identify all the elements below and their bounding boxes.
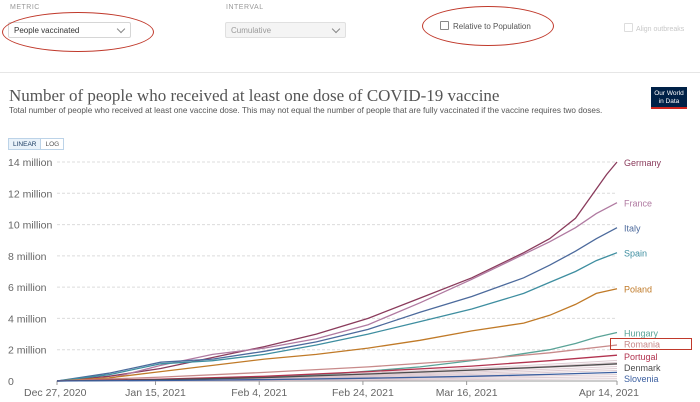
romania-annotation-box: [610, 338, 692, 350]
series-line-slovenia[interactable]: [56, 371, 618, 382]
legend-label-romania[interactable]: Romania: [624, 339, 660, 349]
x-tick-label: Jan 15, 2021: [125, 387, 186, 399]
divider: [0, 72, 700, 73]
y-tick-label: 8 million: [8, 251, 47, 263]
x-tick-label: Feb 24, 2021: [332, 387, 394, 399]
y-tick-label: 0: [8, 376, 14, 388]
x-tick-label: Mar 16, 2021: [436, 387, 498, 399]
interval-select-value: Cumulative: [231, 26, 272, 35]
relative-annotation-ellipse: [422, 6, 554, 46]
series-line-italy[interactable]: [56, 227, 618, 382]
logo-line-2: in Data: [658, 97, 680, 105]
legend-label-poland[interactable]: Poland: [624, 285, 652, 295]
checkbox-icon[interactable]: [624, 23, 633, 32]
log-scale-button[interactable]: LOG: [41, 138, 65, 150]
legend-label-italy[interactable]: Italy: [624, 224, 641, 234]
legend-label-france[interactable]: France: [624, 199, 652, 209]
y-tick-label: 2 million: [8, 345, 47, 357]
series-line-romania[interactable]: [56, 344, 618, 382]
linear-scale-button[interactable]: LINEAR: [8, 138, 42, 150]
legend-label-hungary[interactable]: Hungary: [624, 329, 659, 339]
legend-label-spain[interactable]: Spain: [624, 249, 647, 259]
logo-line-1: Our World: [654, 90, 684, 97]
legend-label-denmark[interactable]: Denmark: [624, 363, 661, 373]
x-tick-label: Dec 27, 2020: [24, 387, 87, 399]
y-tick-label: 12 million: [8, 188, 53, 200]
y-tick-label: 10 million: [8, 220, 53, 232]
x-tick-label: Feb 4, 2021: [231, 387, 287, 399]
legend-label-germany[interactable]: Germany: [624, 158, 662, 168]
owid-logo[interactable]: Our World in Data: [651, 87, 687, 109]
legend-label-portugal[interactable]: Portugal: [624, 352, 658, 362]
x-tick-label: Apr 14, 2021: [579, 387, 639, 399]
chart-subtitle: Total number of people who received at l…: [9, 106, 603, 115]
y-tick-label: 6 million: [8, 282, 47, 294]
metric-label: METRIC: [10, 4, 40, 11]
metric-annotation-ellipse: [2, 12, 154, 52]
series-line-poland[interactable]: [56, 288, 618, 382]
interval-select[interactable]: Cumulative: [225, 22, 346, 38]
y-tick-label: 14 million: [8, 157, 53, 169]
scale-toggle: LINEAR LOG: [8, 138, 65, 150]
chart-title: Number of people who received at least o…: [9, 86, 500, 105]
series-line-spain[interactable]: [56, 252, 618, 382]
series-line-denmark[interactable]: [56, 363, 618, 382]
align-outbreaks-label: Align outbreaks: [636, 26, 685, 33]
interval-label: INTERVAL: [226, 4, 264, 11]
legend-label-slovenia[interactable]: Slovenia: [624, 374, 659, 384]
series-line-germany[interactable]: [56, 161, 618, 382]
align-outbreaks-toggle[interactable]: Align outbreaks: [624, 23, 684, 33]
y-tick-label: 4 million: [8, 313, 47, 325]
